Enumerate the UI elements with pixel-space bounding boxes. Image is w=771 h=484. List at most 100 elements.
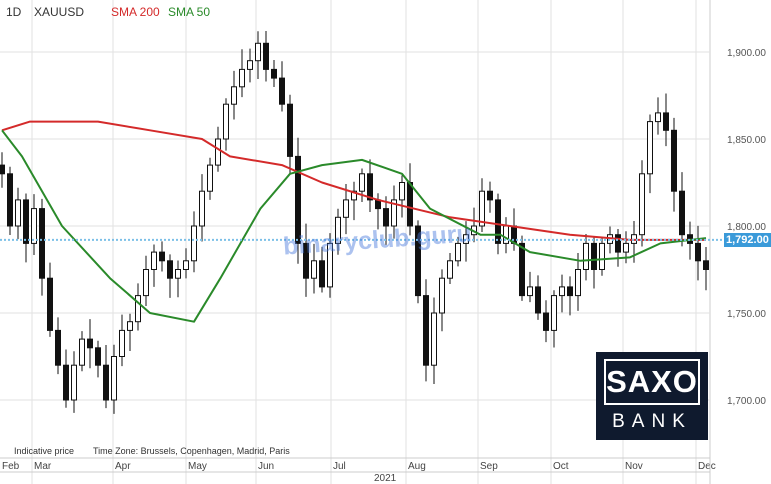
candle-body	[271, 68, 277, 79]
y-tick-label: 1,800.00	[727, 222, 766, 233]
candle-body	[63, 364, 69, 401]
candle-body	[255, 42, 261, 62]
candle-body	[263, 42, 269, 70]
candle-body	[359, 173, 365, 192]
candle-body	[495, 199, 501, 244]
candle-body	[207, 164, 213, 192]
symbol-label: XAUUSD	[34, 5, 85, 19]
candle-body	[663, 112, 669, 131]
candle-body	[519, 242, 525, 297]
candle-body	[311, 260, 317, 279]
candle-body	[559, 286, 565, 297]
candle-body	[31, 208, 37, 244]
y-tick-label: 1,750.00	[727, 309, 766, 320]
candle-body	[671, 129, 677, 192]
candle-body	[647, 121, 653, 175]
candle-body	[327, 242, 333, 288]
x-tick-label: Mar	[34, 461, 52, 472]
candle-body	[391, 199, 397, 227]
candle-body	[103, 364, 109, 401]
timezone-note: Time Zone: Brussels, Copenhagen, Madrid,…	[93, 446, 290, 456]
candle-body	[39, 208, 45, 279]
candle-body	[543, 312, 549, 331]
y-tick-label: 1,850.00	[727, 135, 766, 146]
candle-body	[703, 260, 709, 270]
x-tick-label: Dec	[698, 461, 716, 472]
y-tick-label: 1,700.00	[727, 396, 766, 407]
candle-body	[215, 138, 221, 166]
candle-body	[383, 208, 389, 227]
candle-body	[527, 286, 533, 297]
x-tick-label: Jun	[258, 461, 274, 472]
candle-body	[159, 251, 165, 262]
candle-body	[279, 77, 285, 105]
current-price-tag: 1,792.00	[724, 233, 771, 247]
candle-body	[399, 182, 405, 201]
x-tick-label: Apr	[115, 461, 131, 472]
candle-body	[591, 242, 597, 270]
candle-body	[143, 269, 149, 297]
candle-body	[191, 225, 197, 262]
candle-body	[167, 260, 173, 279]
candle-body	[287, 103, 293, 157]
x-tick-label: Oct	[553, 461, 569, 472]
sma50-legend[interactable]: SMA 50	[168, 5, 211, 19]
saxo-bank-logo: SAXO BANK	[596, 352, 708, 440]
candle-body	[0, 164, 5, 175]
candle-body	[295, 155, 301, 244]
x-tick-label: Nov	[625, 461, 643, 472]
candle-body	[231, 86, 237, 105]
candle-body	[351, 190, 357, 201]
candle-body	[7, 173, 13, 227]
candle-body	[431, 312, 437, 366]
candle-body	[175, 269, 181, 279]
candle-body	[615, 234, 621, 253]
candle-body	[199, 190, 205, 227]
candle-body	[447, 260, 453, 279]
candle-body	[47, 277, 53, 331]
candle-body	[695, 242, 701, 262]
x-tick-label: May	[188, 461, 207, 472]
candle-body	[655, 112, 661, 123]
candle-body	[567, 286, 573, 297]
logo-top-text: SAXO	[604, 359, 700, 405]
sma50-line	[1, 129, 707, 323]
candle-body	[575, 269, 581, 297]
candle-body	[127, 321, 133, 331]
candle-body	[551, 295, 557, 331]
candle-body	[439, 277, 445, 314]
sma200-line	[1, 120, 706, 241]
candle-body	[111, 356, 117, 401]
candle-body	[343, 199, 349, 218]
candle-body	[623, 242, 629, 253]
candle-body	[239, 68, 245, 88]
candle-body	[79, 338, 85, 366]
sma200-legend[interactable]: SMA 200	[111, 5, 160, 19]
x-tick-label: Feb	[2, 461, 20, 472]
year-label: 2021	[374, 473, 397, 484]
candle-body	[407, 182, 413, 227]
candle-body	[55, 329, 61, 366]
candle-body	[479, 190, 485, 227]
candle-body	[15, 199, 21, 227]
candle-body	[583, 242, 589, 270]
x-tick-label: Jul	[333, 461, 346, 472]
candle-body	[183, 260, 189, 270]
candle-body	[487, 190, 493, 201]
candle-body	[415, 225, 421, 297]
candle-body	[151, 251, 157, 271]
candle-body	[95, 347, 101, 366]
y-tick-label: 1,900.00	[727, 48, 766, 59]
candle-body	[599, 242, 605, 270]
candle-body	[319, 260, 325, 288]
candle-body	[423, 295, 429, 366]
candle-body	[135, 295, 141, 323]
candle-body	[303, 242, 309, 279]
candle-body	[247, 60, 253, 70]
candle-body	[223, 103, 229, 140]
candle-body	[455, 242, 461, 262]
interval-label[interactable]: 1D	[6, 5, 22, 19]
candle-body	[679, 190, 685, 236]
